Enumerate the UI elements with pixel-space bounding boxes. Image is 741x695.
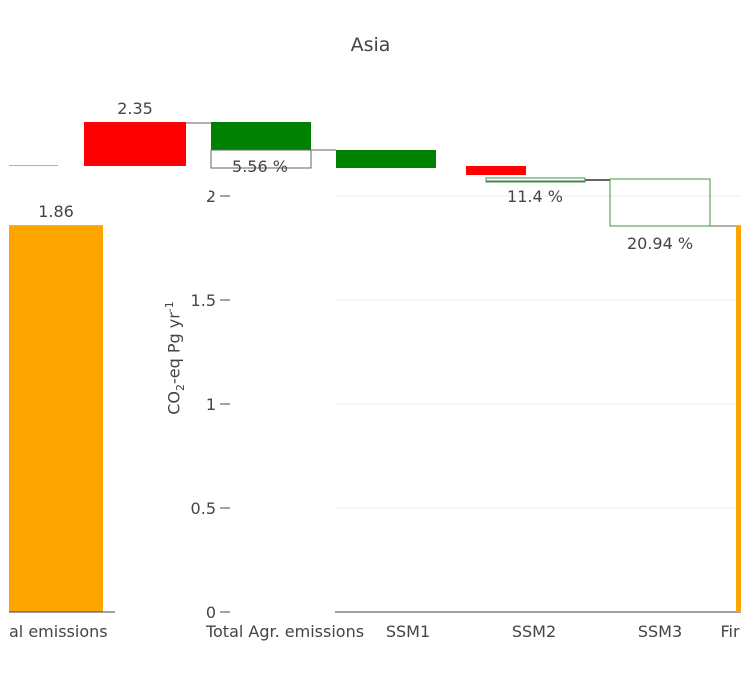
bar-final-emissions-left [9,225,103,612]
x-tick-label: SSM1 [386,622,430,641]
bar-ssm3 [609,178,711,227]
data-label: 11.4 % [507,187,563,206]
x-tick-label: Fir [720,622,739,641]
data-label: 1.86 [38,202,74,221]
chart-title: Asia [350,34,391,56]
bar-top-green [336,150,436,168]
overlap-mask [233,183,334,613]
bar-top-green [211,122,311,150]
y-tick-label: 0.5 [191,499,216,518]
bar-top-red [466,166,526,175]
data-label: 2.35 [117,99,153,118]
y-tick-label: 2 [206,187,216,206]
overlap-mask [9,166,209,196]
y-tick-label: 0 [206,603,216,622]
bar-final-emissions [736,225,741,612]
bar-top-white [210,149,312,169]
y-tick-label: 1 [206,395,216,414]
bar-top-red [84,122,186,167]
data-label: 5.56 % [232,157,288,176]
x-tick-label: Total Agr. emissions [205,622,364,641]
x-tick-label: SSM2 [512,622,556,641]
y-tick-label: 1.5 [191,291,216,310]
x-tick-label: SSM3 [638,622,682,641]
x-tick-label: al emissions [9,622,108,641]
bar-ssm2 [485,177,586,183]
data-label: 20.94 % [627,234,693,253]
